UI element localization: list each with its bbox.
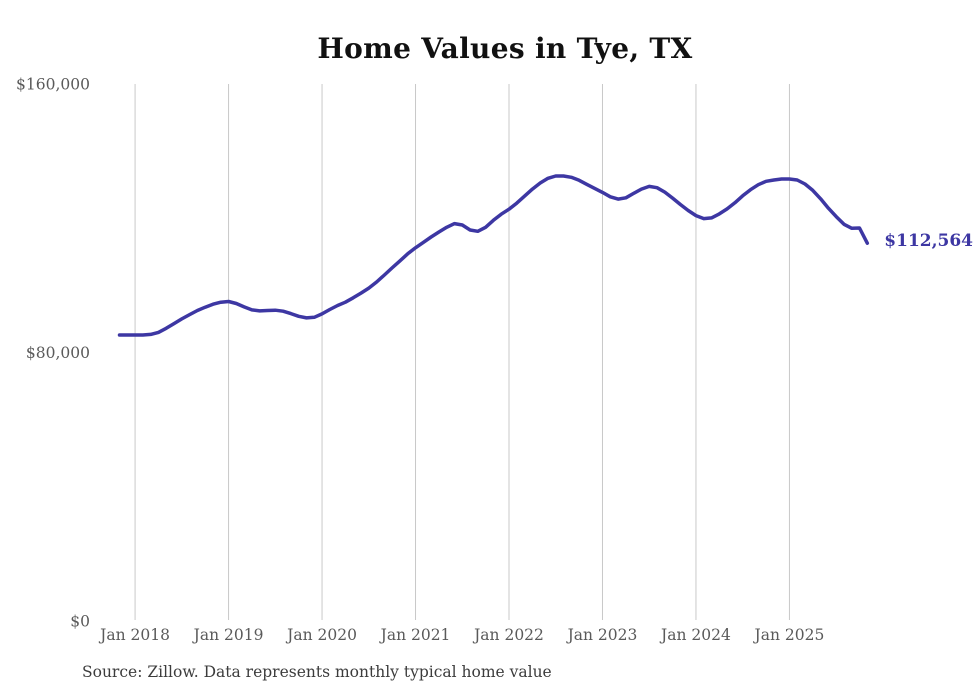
current-value-label: $112,564 <box>884 231 973 251</box>
x-axis-tick-label: Jan 2024 <box>659 626 731 644</box>
x-axis-tick-label: Jan 2018 <box>98 626 170 644</box>
chart-title: Home Values in Tye, TX <box>317 32 693 65</box>
y-axis-tick-labels: $0 $80,000 $160,000 <box>16 76 90 631</box>
y-axis-tick-label: $160,000 <box>16 76 90 94</box>
x-axis-tick-label: Jan 2021 <box>379 626 451 644</box>
x-axis-tick-label: Jan 2023 <box>566 626 638 644</box>
home-value-series-line <box>117 174 870 337</box>
x-axis-tick-label: Jan 2019 <box>192 626 264 644</box>
x-axis-tick-labels: Jan 2018 Jan 2019 Jan 2020 Jan 2021 Jan 2022… <box>98 626 824 644</box>
x-axis-tick-label: Jan 2025 <box>753 626 825 644</box>
y-axis-tick-label: $0 <box>70 613 90 631</box>
gridlines-group <box>134 84 790 620</box>
y-axis-tick-label: $80,000 <box>26 344 90 362</box>
x-axis-tick-label: Jan 2020 <box>285 626 357 644</box>
source-note: Source: Zillow. Data represents monthly … <box>82 663 552 681</box>
x-axis-tick-label: Jan 2022 <box>472 626 544 644</box>
